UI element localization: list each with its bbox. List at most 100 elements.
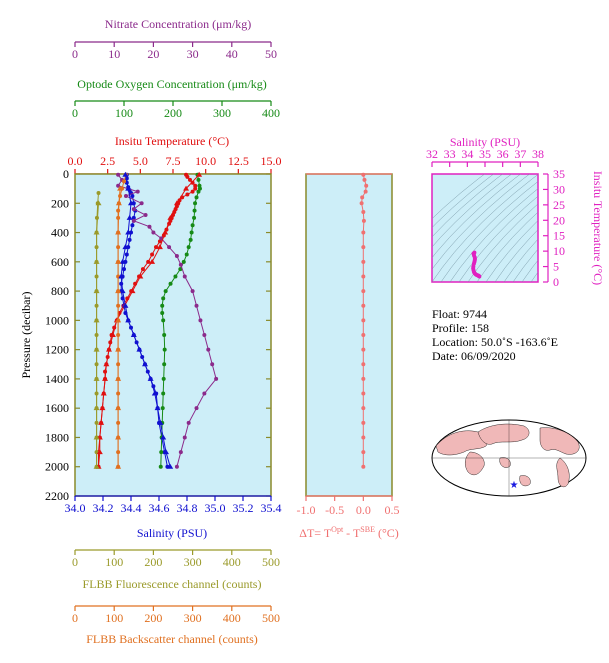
data-point [131,218,136,223]
data-point [137,273,144,279]
main-plot-panel [74,173,272,497]
ts-temperature-tick-label: 10 [553,244,565,258]
data-point [147,375,154,381]
data-point [126,214,133,220]
oxygen-axis-tick-label: 300 [213,106,231,120]
data-point [128,200,134,206]
data-point [98,419,105,425]
data-point [143,212,148,217]
delta-t-point [361,274,366,279]
salinity-axis-tick-label: 34.2 [93,501,114,515]
data-point [122,302,129,308]
data-point [178,262,183,267]
data-point [192,208,197,213]
data-point [119,281,124,286]
fluorescence-axis-tick-label: 200 [144,555,162,569]
data-point [127,237,132,242]
density-contour [440,181,538,282]
pressure-tick-label: 2000 [45,460,69,474]
density-contour [485,220,538,282]
data-point [156,244,163,250]
data-point [198,318,203,323]
date-label: Date: 06/09/2020 [432,349,516,363]
data-point [167,463,174,469]
backscatter-axis-title: FLBB Backscatter channel (counts) [86,632,258,646]
delta-t-tick-label: 0.5 [385,503,400,517]
backscatter-axis-tick-label: 100 [105,611,123,625]
data-point [196,171,203,177]
salinity-axis-tick-label: 34.8 [177,501,198,515]
data-point [189,230,194,235]
density-contour [467,203,538,282]
data-point [186,420,191,425]
data-point [100,390,107,396]
density-contour [432,174,503,238]
data-point [149,258,156,264]
ts-temperature-axis-title: Insitu Temperature (°C) [591,171,605,285]
delta-t-tick-label: 0.0 [356,503,371,517]
salinity-axis-tick-label: 34.6 [149,501,170,515]
data-point [93,434,100,440]
data-point [174,464,179,469]
delta-t-point [361,303,366,308]
data-point [147,224,152,229]
data-point [123,193,128,198]
pressure-tick-label: 1600 [45,401,69,415]
data-point [131,215,136,220]
salinity-axis-tick-label: 35.4 [261,501,282,515]
data-point [105,346,112,352]
temperature-axis-tick-label: 2.5 [100,154,115,168]
data-point [193,201,198,206]
float-label: Float: 9744 [432,307,487,321]
oxygen-axis-tick-label: 100 [115,106,133,120]
data-point [93,229,100,235]
oxygen-axis-tick-label: 200 [164,106,182,120]
data-point [194,406,199,411]
data-point [159,450,164,455]
data-point [93,405,100,411]
data-point [183,185,190,191]
data-point [182,435,187,440]
pressure-axis: 0 200 400 600 800 1000 1200 1400 1600 1800 2000 220… [45,167,271,503]
data-point [161,376,166,381]
data-point [95,200,102,206]
ts-temperature-tick-label: 20 [553,213,565,227]
data-point [125,185,132,191]
data-point [115,405,122,411]
data-point [163,289,168,294]
delta-t-point [361,245,366,250]
temperature-axis-tick-label: 0.0 [68,154,83,168]
delta-t-point [361,347,366,352]
data-point [185,174,190,179]
ts-density-contours [432,174,538,282]
data-point [116,208,121,213]
pressure-tick-label: 200 [51,196,69,210]
data-point [117,185,124,191]
delta-t-point [361,391,366,396]
ts-temperature-tick-label: 35 [553,167,565,181]
data-point [119,258,126,264]
data-point [135,189,140,194]
ts-temperature-tick-label: 30 [553,182,565,196]
delta-t-point [361,450,366,455]
data-point [125,229,132,235]
data-point [103,361,110,367]
fluorescence-axis-title: FLBB Fluorescence channel (counts) [83,577,262,591]
temperature-axis-tick-label: 7.5 [166,154,181,168]
data-point [102,375,109,381]
delta-t-point [361,259,366,264]
data-point [150,252,155,257]
backscatter-axis-tick-label: 500 [262,611,280,625]
data-point [162,347,167,352]
ts-point [477,274,482,279]
data-point [122,179,126,184]
data-point [167,245,172,250]
pressure-tick-label: 600 [51,255,69,269]
density-contour [458,195,538,282]
data-point [122,267,126,272]
data-point [214,376,219,381]
ts-salinity-tick-label: 38 [532,147,544,161]
data-point [173,200,180,206]
data-point [181,259,186,264]
